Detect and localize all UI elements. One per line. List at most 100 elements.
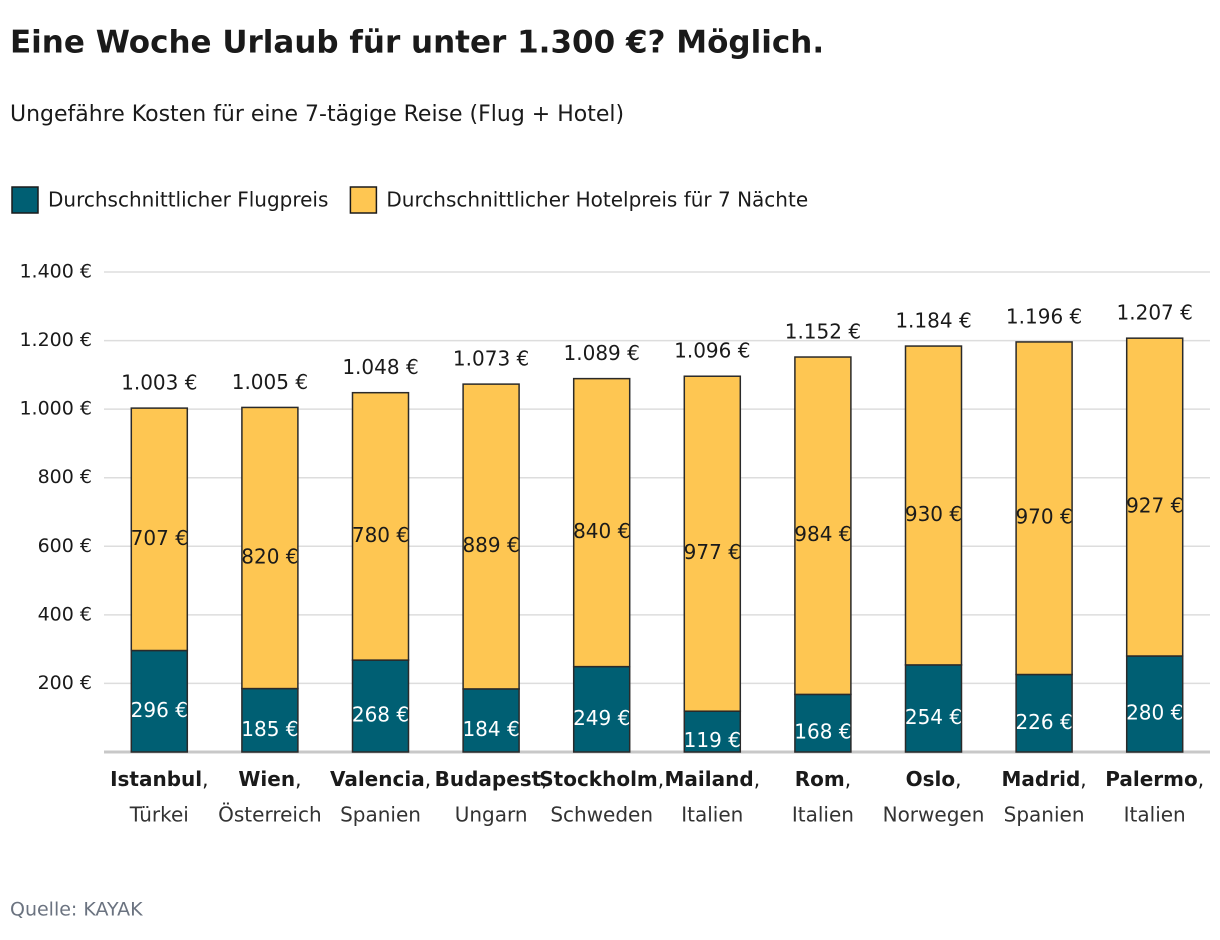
x-tick-label: Budapest, Ungarn: [435, 767, 548, 827]
x-tick-label-country: Österreich: [218, 803, 322, 827]
value-label: 927 €: [1126, 494, 1183, 518]
bar-segment: [1015, 341, 1073, 676]
x-tick-label-country: Spanien: [1004, 803, 1085, 827]
x-tick-label-country: Spanien: [340, 803, 421, 827]
legend-label: Durchschnittlicher Hotelpreis für 7 Näch…: [386, 188, 808, 212]
city: Mailand: [665, 767, 754, 791]
x-tick-label: Palermo, Italien: [1105, 767, 1204, 827]
value-label: 970 €: [1015, 505, 1072, 529]
x-tick-label-city: Palermo,: [1105, 767, 1204, 791]
x-tick-label: Stockholm,Schweden: [539, 767, 664, 827]
comma: ,: [658, 767, 664, 791]
value-label: 254 €: [905, 705, 962, 729]
legend-swatch: [11, 186, 39, 214]
value-label: 268 €: [352, 703, 409, 727]
y-tick-label: 1.400 €: [19, 261, 92, 283]
city: Rom: [795, 767, 845, 791]
bar-segment: [1125, 337, 1184, 657]
value-label: 977 €: [684, 540, 741, 564]
total-label: 1.184 €: [895, 309, 971, 333]
x-tick-label-country: Türkei: [129, 803, 189, 827]
bar-segment: [130, 649, 189, 753]
x-tick-label-city: Wien,: [238, 767, 301, 791]
chart-subtitle: Ungefähre Kosten für eine 7-tägige Reise…: [10, 102, 624, 127]
city: Palermo: [1105, 767, 1197, 791]
total-label: 1.089 €: [564, 341, 640, 365]
comma: ,: [541, 767, 547, 791]
city: Valencia: [330, 767, 425, 791]
total-label: 1.196 €: [1006, 304, 1082, 328]
y-tick-label: 400 €: [38, 603, 92, 625]
x-tick-label-country: Norwegen: [883, 803, 985, 827]
value-label: 707 €: [131, 526, 188, 550]
x-tick-label-city: Mailand,: [665, 767, 761, 791]
x-tick-label-city: Madrid,: [1002, 767, 1087, 791]
bar-segment: [241, 406, 299, 690]
x-tick-label-city: Rom,: [795, 767, 851, 791]
bar-segment: [683, 375, 742, 712]
city: Madrid: [1002, 767, 1081, 791]
comma: ,: [845, 767, 851, 791]
value-label: 184 €: [462, 717, 519, 741]
x-tick-label: Oslo, Norwegen: [883, 767, 985, 827]
city: Stockholm: [539, 767, 658, 791]
x-tick-label-country: Italien: [1124, 803, 1186, 827]
value-label: 185 €: [241, 717, 298, 741]
comma: ,: [202, 767, 208, 791]
total-label: 1.096 €: [674, 339, 750, 363]
total-label: 1.005 €: [232, 370, 308, 394]
comma: ,: [425, 767, 431, 791]
x-tick-label-city: Stockholm,: [539, 767, 664, 791]
x-tick-label-country: Italien: [681, 803, 743, 827]
bar-segment: [462, 383, 520, 690]
bar-segment: [130, 407, 189, 652]
value-label: 840 €: [573, 519, 630, 543]
bar-segment: [1125, 655, 1184, 753]
bar-segment: [794, 356, 852, 696]
x-tick-label-country: Ungarn: [455, 803, 528, 827]
comma: ,: [1198, 767, 1204, 791]
value-label: 280 €: [1126, 701, 1183, 725]
x-tick-label-city: Oslo,: [906, 767, 962, 791]
bar-segment: [572, 377, 631, 668]
x-tick-label: Wien, Österreich: [218, 767, 322, 827]
comma: ,: [1080, 767, 1086, 791]
value-label: 780 €: [352, 523, 409, 547]
bar-segment: [351, 659, 410, 753]
x-tick-label: Madrid, Spanien: [1002, 767, 1087, 827]
x-tick-label-country: Italien: [792, 803, 854, 827]
value-label: 296 €: [131, 698, 188, 722]
y-tick-label: 600 €: [38, 535, 92, 557]
total-label: 1.207 €: [1117, 301, 1193, 325]
value-label: 249 €: [573, 706, 630, 730]
value-label: 984 €: [794, 522, 851, 546]
value-label: 168 €: [794, 720, 851, 744]
bar-segment: [1015, 673, 1073, 753]
x-tick-label-city: Budapest,: [435, 767, 548, 791]
x-tick-label: Istanbul, Türkei: [110, 767, 208, 827]
y-tick-label: 1.200 €: [19, 329, 92, 351]
value-label: 889 €: [462, 533, 519, 557]
bar-segment: [904, 345, 963, 666]
comma: ,: [754, 767, 760, 791]
legend-label: Durchschnittlicher Flugpreis: [48, 188, 328, 212]
value-label: 226 €: [1015, 710, 1072, 734]
value-label: 930 €: [905, 502, 962, 526]
bar-segment: [904, 664, 963, 753]
source: Quelle: KAYAK: [10, 899, 143, 921]
x-tick-label: Mailand, Italien: [665, 767, 761, 827]
bar-segment: [683, 710, 742, 753]
value-label: 119 €: [684, 728, 741, 752]
x-tick-label-city: Valencia,: [330, 767, 431, 791]
city: Oslo: [906, 767, 956, 791]
x-tick-label-country: Schweden: [550, 803, 653, 827]
comma: ,: [295, 767, 301, 791]
bar-segment: [241, 687, 299, 753]
y-tick-label: 800 €: [38, 466, 92, 488]
city: Istanbul: [110, 767, 202, 791]
y-tick-label: 200 €: [38, 672, 92, 694]
total-label: 1.048 €: [342, 355, 418, 379]
chart-title: Eine Woche Urlaub für unter 1.300 €? Mög…: [10, 25, 824, 61]
legend-swatch: [349, 186, 378, 214]
